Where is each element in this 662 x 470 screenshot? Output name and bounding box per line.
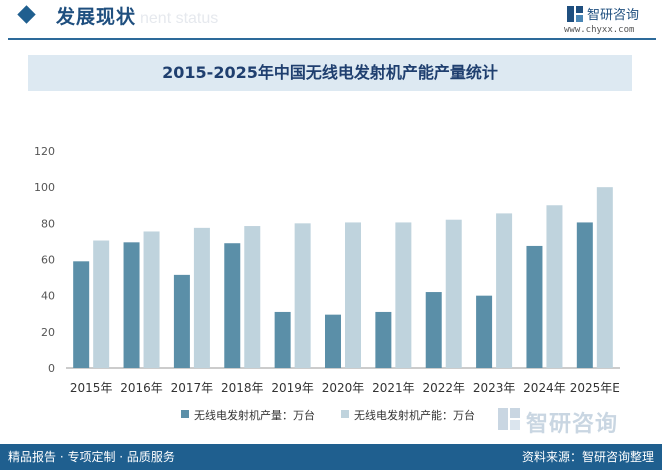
bar-capacity: [445, 219, 462, 368]
bar-output: [224, 243, 241, 368]
bar-output: [73, 261, 90, 368]
bar-output: [476, 295, 493, 368]
brand-name: 智研咨询: [587, 8, 640, 23]
watermark-logo-icon-part: [510, 420, 520, 430]
bar-output: [325, 314, 341, 368]
chart-title-bar: 2015-2025年中国无线电发射机产能产量统计: [28, 55, 632, 91]
y-tick-label: 0: [48, 362, 55, 375]
legend-swatch: [341, 410, 349, 418]
x-tick-label: 2017年: [171, 381, 214, 395]
y-tick-label: 100: [34, 181, 55, 194]
bar-capacity: [395, 222, 412, 368]
x-tick-label: 2025年E: [570, 381, 620, 395]
bar-capacity: [546, 205, 563, 368]
bar-output: [375, 311, 392, 368]
x-tick-label: 2023年: [473, 381, 516, 395]
bar-capacity: [143, 231, 160, 368]
y-tick-label: 80: [41, 217, 55, 230]
x-tick-label: 2021年: [372, 381, 415, 395]
x-tick-label: 2019年: [271, 381, 314, 395]
bar-capacity: [193, 227, 210, 368]
section-title: 发展现状: [56, 6, 137, 28]
bar-output: [173, 274, 190, 368]
x-tick-label: 2020年: [322, 381, 365, 395]
legend-swatch: [181, 410, 189, 418]
bar-capacity: [596, 187, 613, 368]
x-tick-label: 2024年: [523, 381, 566, 395]
y-tick-label: 40: [41, 290, 55, 303]
section-subtitle: nent status: [140, 10, 219, 27]
chart-title: 2015-2025年中国无线电发射机产能产量统计: [162, 63, 498, 82]
header-divider: [8, 38, 656, 40]
bar-capacity: [345, 222, 361, 368]
y-tick-label: 60: [41, 254, 55, 267]
bar-capacity: [244, 226, 261, 368]
watermark-logo-icon: [498, 408, 508, 430]
legend-label: 无线电发射机产量：万台: [194, 408, 315, 422]
bar-output: [526, 245, 543, 368]
bar-output: [123, 242, 140, 368]
bar-capacity: [294, 223, 311, 368]
bar-output: [576, 222, 593, 368]
y-tick-label: 120: [34, 145, 55, 158]
bar-chart: 0 20 40 60 80 100 120 2015年 2016年 2017年 2018年 2019年…: [34, 145, 620, 430]
bar-output: [425, 292, 442, 368]
watermark-logo-icon-part: [510, 408, 520, 418]
footer-slogan: 精品报告 · 专项定制 · 品质服务: [8, 450, 175, 464]
x-tick-label: 2016年: [120, 381, 163, 395]
page-header: nent status 发展现状 智研咨询 www.chyxx.com: [0, 0, 662, 44]
bar-capacity: [93, 240, 110, 368]
bar-capacity: [496, 213, 513, 368]
x-tick-label: 2015年: [70, 381, 113, 395]
x-tick-label: 2018年: [221, 381, 264, 395]
brand-url: www.chyxx.com: [564, 25, 635, 35]
x-tick-label: 2022年: [422, 381, 465, 395]
bar-output: [274, 311, 291, 368]
page-footer: 精品报告 · 专项定制 · 品质服务 资料来源：智研咨询整理: [0, 444, 662, 470]
footer-source: 资料来源：智研咨询整理: [521, 450, 654, 464]
brand-logo-icon: [567, 6, 583, 22]
y-tick-label: 20: [41, 326, 55, 339]
legend-label: 无线电发射机产能：万台: [354, 408, 475, 422]
watermark-logo-text: 智研咨询: [526, 412, 619, 437]
